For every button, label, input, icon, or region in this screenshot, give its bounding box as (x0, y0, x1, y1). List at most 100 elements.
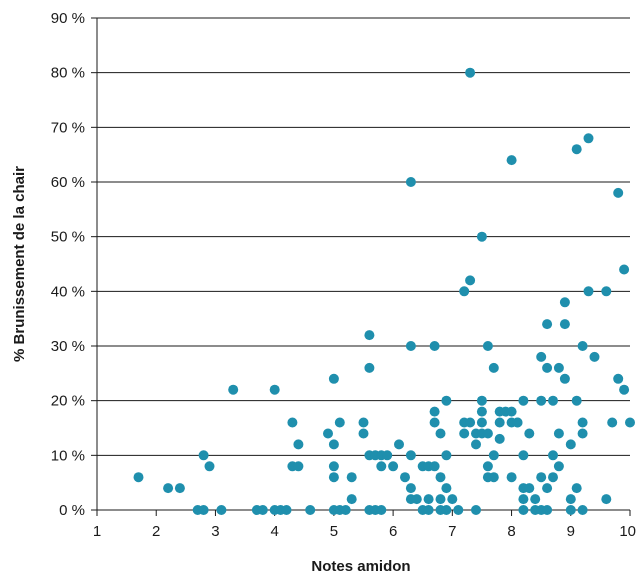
data-point (465, 417, 476, 428)
data-point (281, 505, 292, 515)
x-tick-label: 6 (389, 523, 397, 540)
data-point (382, 450, 393, 461)
data-point (571, 483, 582, 494)
x-tick-label: 7 (448, 523, 456, 540)
data-point (506, 472, 517, 483)
data-point (488, 450, 499, 461)
x-tick-label: 2 (152, 523, 160, 540)
x-tick-label: 3 (211, 523, 219, 540)
data-point (625, 417, 635, 428)
data-point (482, 461, 493, 472)
data-point (198, 450, 209, 461)
data-point (518, 395, 529, 406)
data-point (459, 286, 470, 297)
data-point (482, 428, 493, 439)
data-point (565, 505, 576, 515)
data-point (518, 450, 529, 461)
data-point (577, 417, 588, 428)
data-point (429, 461, 440, 472)
data-point (548, 472, 558, 483)
data-point (358, 417, 369, 428)
data-point (589, 351, 600, 362)
data-point (542, 319, 553, 330)
data-point (293, 439, 304, 450)
data-point (619, 264, 630, 275)
data-point (476, 231, 487, 242)
y-tick-label: 0 % (59, 502, 85, 519)
data-point (571, 144, 582, 155)
data-point (471, 439, 481, 450)
data-point (494, 417, 505, 428)
data-point (400, 472, 410, 483)
data-point (216, 505, 227, 515)
x-tick-label: 4 (270, 523, 278, 540)
data-point (536, 351, 547, 362)
data-point (559, 373, 570, 384)
data-point (287, 417, 298, 428)
data-point (601, 494, 612, 505)
data-point (441, 483, 452, 494)
data-point (405, 177, 416, 187)
data-point (465, 67, 476, 78)
data-point (518, 505, 529, 515)
data-point (358, 428, 369, 439)
data-point (459, 428, 470, 439)
data-point (488, 362, 499, 373)
x-tick-labels: 1 2 3 4 5 6 7 8 9 10 (93, 523, 636, 540)
data-point (607, 417, 618, 428)
data-point (441, 505, 452, 515)
data-point (488, 472, 499, 483)
y-tick-label: 90 % (51, 10, 85, 27)
data-point (542, 483, 553, 494)
data-point (453, 505, 464, 515)
x-tick-label: 5 (330, 523, 338, 540)
data-point (553, 428, 564, 439)
data-point (405, 341, 416, 351)
x-tick-label: 8 (507, 523, 515, 540)
data-point (441, 395, 452, 406)
data-point (559, 319, 570, 330)
data-point (334, 417, 345, 428)
data-point (542, 505, 553, 515)
data-point (476, 395, 487, 406)
data-point (441, 450, 452, 461)
data-point (465, 275, 476, 286)
data-point (423, 494, 434, 505)
data-point (548, 395, 558, 406)
data-point (482, 341, 493, 351)
data-point (411, 494, 422, 505)
data-point (476, 417, 487, 428)
x-axis-title: Notes amidon (311, 558, 410, 575)
data-point (328, 472, 339, 483)
data-point (364, 362, 375, 373)
data-point (429, 341, 440, 351)
data-point (269, 384, 280, 395)
data-point (559, 297, 570, 308)
data-point (536, 395, 547, 406)
data-point (583, 286, 594, 297)
data-point (471, 505, 481, 515)
data-point (613, 187, 624, 198)
data-point (565, 494, 576, 505)
data-point (601, 286, 612, 297)
data-point (429, 417, 440, 428)
data-point (423, 505, 434, 515)
x-tick-label: 9 (567, 523, 575, 540)
x-tick-label: 1 (93, 523, 101, 540)
axes (91, 17, 631, 516)
data-point (506, 406, 517, 417)
data-point (518, 494, 529, 505)
data-point (198, 505, 209, 515)
data-point (447, 494, 458, 505)
x-tick-label: 10 (619, 523, 636, 540)
data-point (204, 461, 215, 472)
y-tick-label: 70 % (51, 119, 85, 136)
data-point (388, 461, 399, 472)
y-tick-label: 60 % (51, 174, 85, 191)
data-point (228, 384, 239, 395)
data-point (512, 417, 523, 428)
data-point (542, 362, 553, 373)
data-point (577, 505, 588, 515)
data-point (346, 494, 357, 505)
